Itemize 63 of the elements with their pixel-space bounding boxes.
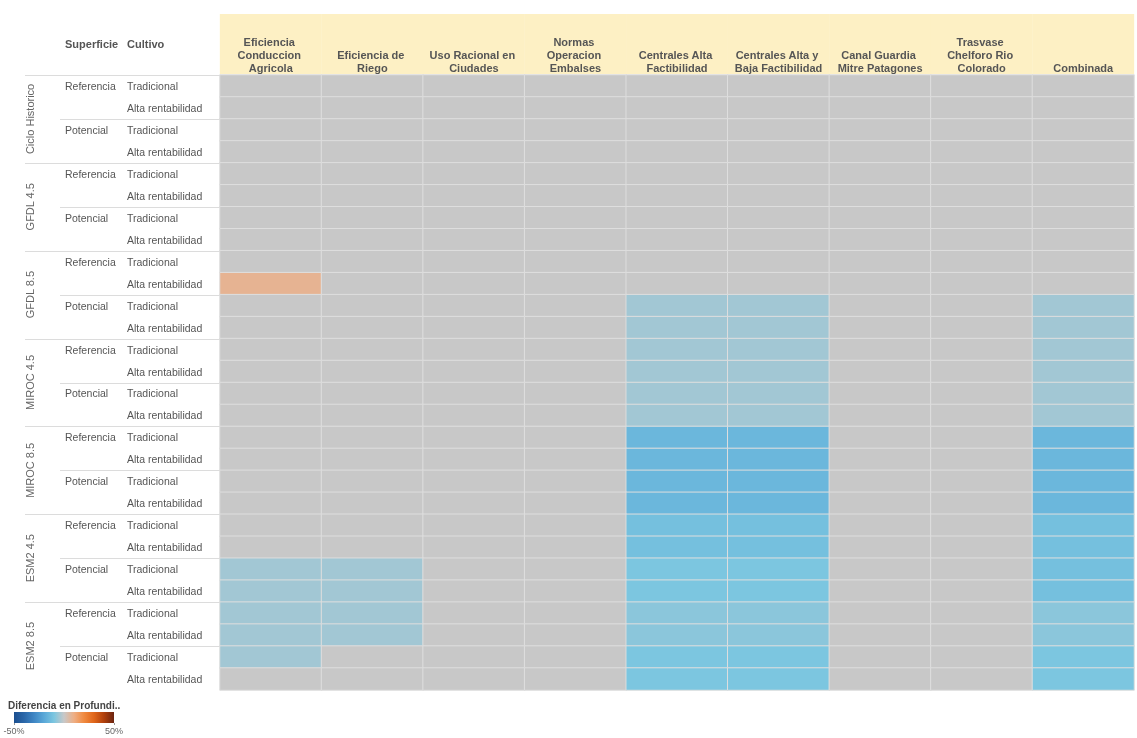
y-tick-label: Alta rentabilidad [127, 189, 203, 202]
color-bar-label: -50% [3, 725, 25, 736]
y2-tick-label: Referencia [65, 519, 116, 532]
y-tick-label: Tradicional [127, 431, 178, 444]
y2-tick-label: Potencial [65, 299, 109, 312]
text: MIROC 8.5 [24, 442, 36, 498]
y-tick-label: Alta rentabilidad [127, 277, 203, 290]
y-tick-label: Tradicional [127, 123, 178, 136]
y2-tick-label: Referencia [65, 343, 116, 356]
color-bar-label: 50% [104, 725, 124, 736]
text: MIROC 4.5 [24, 354, 36, 411]
y-tick-label: Tradicional [127, 79, 178, 92]
y-tick-label: Alta rentabilidad [127, 409, 203, 422]
y-tick-label: Alta rentabilidad [127, 497, 203, 510]
y-tick-label: Tradicional [127, 299, 178, 312]
y-tick-label: Alta rentabilidad [127, 541, 203, 554]
y-tick-label: Tradicional [127, 563, 178, 576]
y2-tick-label: Potencial [65, 123, 109, 136]
y2-tick-label: Potencial [65, 563, 109, 576]
y-tick-label: Alta rentabilidad [127, 673, 203, 686]
x-tick-label: Eficiencia de Riego [337, 48, 408, 74]
y2-tick-label: Referencia [65, 431, 116, 444]
y-tick-label: Tradicional [127, 387, 178, 400]
x-tick-label: Centrales Alta y Baja Factibilidad [734, 48, 823, 74]
y2-axis-title: Superficie [65, 37, 119, 50]
y-tick-label: Tradicional [127, 255, 178, 268]
y2-tick-label: Potencial [65, 387, 109, 400]
y-tick-label: Alta rentabilidad [127, 321, 203, 334]
x-tick-label: Eficiencia Conduccion Agricola [237, 35, 305, 74]
y-tick-label: Tradicional [127, 211, 178, 224]
y-tick-label: Alta rentabilidad [127, 233, 203, 246]
y2-tick-label: Potencial [65, 475, 109, 488]
y2-tick-label: Referencia [65, 167, 116, 180]
y-axis-title: Cultivo [127, 37, 165, 50]
y-tick-label: Alta rentabilidad [127, 145, 203, 158]
y-tick-label: Alta rentabilidad [127, 453, 203, 466]
y-tick-label: Tradicional [127, 167, 178, 180]
x-tick-label: Combinada [1053, 61, 1115, 74]
text: Ciclo Historico [24, 83, 36, 155]
y-tick-label: Tradicional [127, 475, 178, 488]
y-tick-label: Tradicional [127, 607, 178, 620]
x-tick-label: Uso Racional en Ciudades [429, 48, 519, 74]
y2-tick-label: Potencial [65, 211, 109, 224]
y2-tick-label: Referencia [65, 255, 116, 268]
y-tick-label: Tradicional [127, 519, 178, 532]
y2-tick-label: Potencial [65, 651, 109, 664]
y-tick-label: Alta rentabilidad [127, 629, 203, 642]
x-tick-label: Centrales Alta Factibilidad [638, 48, 716, 74]
text: GFDL 8.5 [24, 271, 36, 319]
y2-tick-label: Referencia [65, 607, 116, 620]
text: ESM2 4.5 [24, 534, 36, 583]
y-tick-label: Tradicional [127, 651, 178, 664]
y-tick-label: Alta rentabilidad [127, 101, 203, 114]
x-tick-label: Trasvase Chelforo Rio Colorado [947, 35, 1017, 74]
color-bar-title: Diferencia en Profundi.. [8, 699, 121, 711]
y-tick-label: Tradicional [127, 343, 178, 356]
x-tick-label: Canal Guardia Mitre Patagones [837, 48, 923, 74]
y-tick-label: Alta rentabilidad [127, 585, 203, 598]
y-tick-label: Alta rentabilidad [127, 365, 203, 378]
x-tick-label: Normas Operacion Embalses [546, 35, 605, 74]
text: ESM2 8.5 [24, 621, 36, 671]
y2-tick-label: Referencia [65, 79, 116, 92]
text: GFDL 4.5 [24, 183, 36, 231]
